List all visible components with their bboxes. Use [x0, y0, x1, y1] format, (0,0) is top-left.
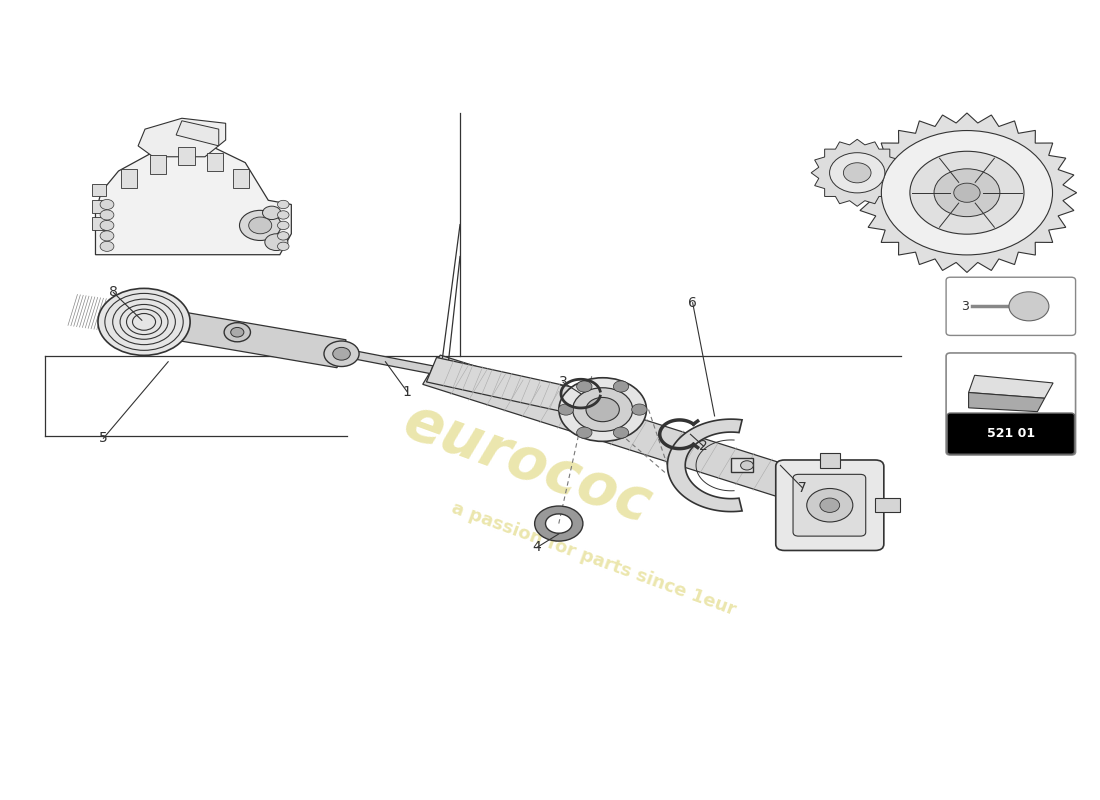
- Bar: [207, 153, 223, 171]
- Bar: [896, 166, 962, 179]
- FancyBboxPatch shape: [776, 460, 883, 550]
- Text: a passion for parts since 1eur: a passion for parts since 1eur: [449, 499, 738, 619]
- Circle shape: [740, 461, 754, 470]
- Circle shape: [614, 381, 629, 392]
- Text: 521 01: 521 01: [987, 427, 1035, 440]
- Polygon shape: [139, 118, 226, 157]
- Text: 6: 6: [689, 296, 697, 310]
- Circle shape: [100, 199, 114, 210]
- Text: 4: 4: [532, 541, 541, 554]
- Circle shape: [1009, 292, 1049, 321]
- Polygon shape: [96, 146, 292, 254]
- Bar: [92, 217, 106, 230]
- Bar: [150, 155, 166, 174]
- Text: 7: 7: [798, 481, 806, 494]
- Circle shape: [806, 489, 852, 522]
- FancyBboxPatch shape: [946, 278, 1076, 335]
- Bar: [876, 498, 900, 513]
- Circle shape: [100, 210, 114, 220]
- Polygon shape: [969, 375, 1053, 398]
- Circle shape: [277, 232, 289, 240]
- Polygon shape: [969, 393, 1045, 412]
- Circle shape: [829, 153, 884, 193]
- Circle shape: [631, 404, 647, 415]
- Text: 3: 3: [559, 375, 568, 390]
- Circle shape: [954, 183, 980, 202]
- Polygon shape: [235, 328, 433, 374]
- Polygon shape: [857, 113, 1077, 273]
- Circle shape: [231, 327, 244, 337]
- Circle shape: [844, 162, 871, 183]
- Wedge shape: [535, 506, 583, 541]
- Text: 3: 3: [960, 300, 969, 313]
- FancyBboxPatch shape: [947, 413, 1075, 454]
- FancyBboxPatch shape: [946, 353, 1076, 455]
- Circle shape: [934, 169, 1000, 217]
- Text: 2: 2: [700, 439, 708, 454]
- Text: 1: 1: [403, 385, 411, 399]
- Text: 5: 5: [99, 431, 108, 446]
- Bar: [820, 454, 839, 468]
- Polygon shape: [668, 419, 742, 512]
- Circle shape: [224, 322, 251, 342]
- Circle shape: [881, 130, 1053, 255]
- Text: eurococ: eurococ: [396, 393, 660, 535]
- Text: 8: 8: [109, 286, 118, 299]
- Circle shape: [240, 210, 280, 241]
- Circle shape: [559, 404, 574, 415]
- Circle shape: [820, 498, 839, 513]
- Circle shape: [586, 398, 619, 422]
- Circle shape: [263, 206, 280, 219]
- Polygon shape: [151, 308, 346, 368]
- FancyBboxPatch shape: [793, 474, 866, 536]
- Circle shape: [277, 242, 289, 250]
- Circle shape: [277, 210, 289, 219]
- Polygon shape: [811, 139, 903, 206]
- Circle shape: [910, 151, 1024, 234]
- Polygon shape: [427, 358, 604, 418]
- Polygon shape: [176, 121, 219, 146]
- Circle shape: [249, 217, 272, 234]
- Circle shape: [277, 200, 289, 209]
- Circle shape: [614, 427, 629, 438]
- Bar: [232, 170, 249, 188]
- Circle shape: [332, 347, 350, 360]
- Circle shape: [576, 381, 592, 392]
- Bar: [178, 146, 195, 165]
- Circle shape: [573, 388, 632, 431]
- Circle shape: [265, 234, 288, 250]
- Circle shape: [100, 231, 114, 241]
- Circle shape: [576, 427, 592, 438]
- Polygon shape: [422, 355, 800, 498]
- Circle shape: [277, 222, 289, 230]
- Circle shape: [100, 242, 114, 251]
- Bar: [92, 200, 106, 213]
- Bar: [92, 183, 106, 196]
- Circle shape: [324, 341, 359, 366]
- Circle shape: [100, 220, 114, 230]
- Circle shape: [559, 378, 647, 442]
- Bar: [732, 458, 754, 472]
- Circle shape: [98, 288, 190, 355]
- Bar: [121, 170, 138, 188]
